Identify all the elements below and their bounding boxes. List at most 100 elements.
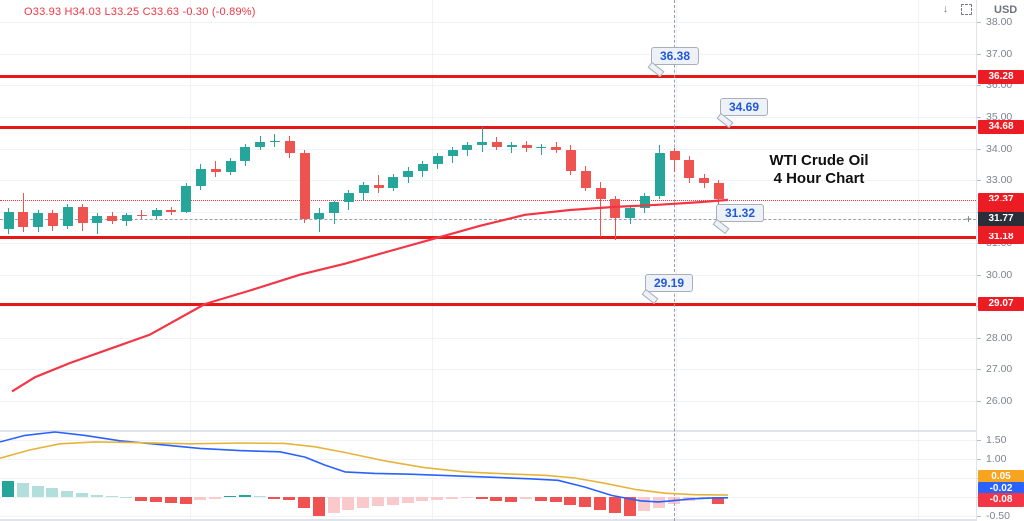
macd-histogram-bar: [238, 495, 251, 497]
price-gridline: [0, 274, 976, 276]
panel-separator: [0, 430, 976, 432]
candlestick: [18, 211, 29, 228]
macd-histogram-bar: [697, 497, 710, 499]
candlestick: [699, 178, 710, 184]
candle-wick: [378, 175, 379, 193]
time-gridline: [676, 0, 677, 521]
price-gridline: [0, 22, 976, 24]
macd-value-badge: -0.08: [978, 493, 1024, 507]
price-gridline: [0, 148, 976, 150]
fullscreen-icon[interactable]: [959, 2, 974, 16]
axis-tick-mark: [977, 180, 981, 182]
macd-histogram-bar: [224, 495, 236, 497]
candlestick: [565, 150, 576, 171]
price-gridline: [0, 180, 976, 182]
macd-histogram-bar: [327, 497, 340, 513]
time-gridline: [190, 0, 191, 521]
candlestick: [417, 164, 428, 171]
macd-gridline: [0, 516, 976, 517]
candlestick: [299, 153, 310, 220]
macd-value-badge: 0.05: [978, 470, 1024, 484]
candlestick: [166, 210, 177, 212]
price-gridline: [0, 53, 976, 55]
candle-wick: [511, 142, 513, 154]
candlestick: [713, 183, 724, 199]
download-icon[interactable]: ↓: [942, 3, 949, 15]
macd-histogram-bar: [150, 497, 162, 503]
crosshair-price-badge: 31.77: [978, 211, 1024, 226]
level-price-badge: 36.28: [978, 69, 1024, 84]
candlestick: [210, 169, 221, 173]
candlestick: [595, 187, 606, 199]
level-line: [0, 302, 976, 306]
candlestick: [284, 140, 295, 154]
ohlc-legend: O33.93 H34.03 L33.25 C33.63 -0.30 (-0.89…: [24, 6, 256, 18]
macd-histogram-bar: [76, 492, 88, 497]
add-alert-plus-icon[interactable]: +: [965, 212, 973, 226]
candlestick: [47, 213, 58, 226]
price-gridline: [0, 306, 976, 308]
bottom-separator: [0, 519, 976, 521]
price-axis[interactable]: 38.0037.0036.0035.0034.0033.0032.0031.00…: [976, 0, 1024, 521]
macd-signal-line: [0, 441, 729, 496]
macd-histogram-bar: [253, 496, 266, 498]
macd-histogram-bar: [298, 497, 310, 509]
price-tick-label: 26.00: [986, 394, 1013, 407]
macd-value-badge: -0.02: [978, 482, 1024, 496]
axis-tick-mark: [977, 53, 981, 55]
candlestick: [77, 206, 88, 223]
axis-tick-mark: [977, 274, 981, 276]
candlestick: [536, 146, 547, 149]
price-gridline: [0, 116, 976, 118]
macd-gridline: [0, 459, 976, 460]
candlestick: [92, 216, 103, 223]
axis-tick-mark: [977, 85, 981, 87]
callout-tail: [712, 218, 730, 235]
candlestick: [373, 184, 384, 188]
candlestick: [33, 213, 44, 228]
macd-tick-label: 1.00: [986, 453, 1007, 465]
macd-histogram-bar: [682, 497, 695, 501]
macd-histogram-bar: [490, 497, 503, 501]
macd-histogram-bar: [549, 497, 562, 502]
candlestick: [121, 214, 132, 222]
candle-wick: [481, 127, 483, 152]
annotation-line2: 4 Hour Chart: [773, 170, 865, 187]
candle-wick: [540, 143, 542, 155]
macd-histogram-bar: [268, 497, 281, 499]
price-tick-label: 34.00: [986, 142, 1013, 155]
axis-tick-mark: [977, 400, 981, 402]
candlestick: [240, 146, 251, 162]
macd-histogram-bar: [61, 490, 74, 497]
axis-tick-mark: [977, 459, 981, 460]
candlestick: [388, 176, 399, 188]
macd-histogram-bar: [283, 497, 296, 500]
macd-histogram-bar: [712, 497, 725, 504]
macd-histogram-bar: [342, 497, 355, 510]
macd-histogram-bar: [120, 496, 133, 498]
macd-histogram-bar: [623, 497, 636, 516]
candlestick: [62, 206, 73, 226]
macd-histogram-bar: [638, 497, 651, 512]
level-line: [0, 125, 976, 129]
macd-histogram-bar: [608, 497, 621, 513]
price-gridline: [0, 85, 976, 87]
price-tick-label: 30.00: [986, 268, 1013, 281]
price-callout: 29.19: [641, 274, 694, 305]
axis-tick-mark: [977, 22, 981, 24]
candlestick: [669, 150, 680, 161]
candlestick: [329, 202, 340, 214]
price-gridline: [0, 400, 976, 402]
price-tick-label: 37.00: [986, 47, 1013, 60]
price-tick-label: 27.00: [986, 363, 1013, 376]
candle-wick: [274, 134, 276, 147]
candlestick: [580, 170, 591, 188]
price-tick-label: 35.00: [986, 110, 1013, 123]
candlestick: [3, 211, 14, 229]
level-price-badge: 31.18: [978, 230, 1024, 245]
macd-histogram-bar: [46, 487, 59, 497]
currency-label: USD: [994, 4, 1018, 16]
axis-tick-mark: [977, 440, 981, 441]
axis-tick-mark: [977, 116, 981, 118]
candlestick: [195, 169, 206, 187]
